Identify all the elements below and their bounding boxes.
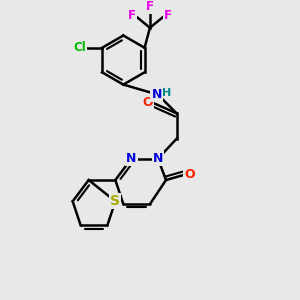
Text: Cl: Cl: [74, 41, 86, 54]
Text: F: F: [164, 9, 172, 22]
Text: N: N: [153, 152, 163, 165]
Text: N: N: [126, 152, 136, 165]
Text: F: F: [146, 0, 154, 13]
Text: F: F: [128, 9, 136, 22]
Text: H: H: [162, 88, 171, 98]
Text: O: O: [184, 168, 195, 181]
Text: S: S: [110, 194, 120, 208]
Text: O: O: [142, 96, 153, 109]
Text: N: N: [152, 88, 162, 101]
